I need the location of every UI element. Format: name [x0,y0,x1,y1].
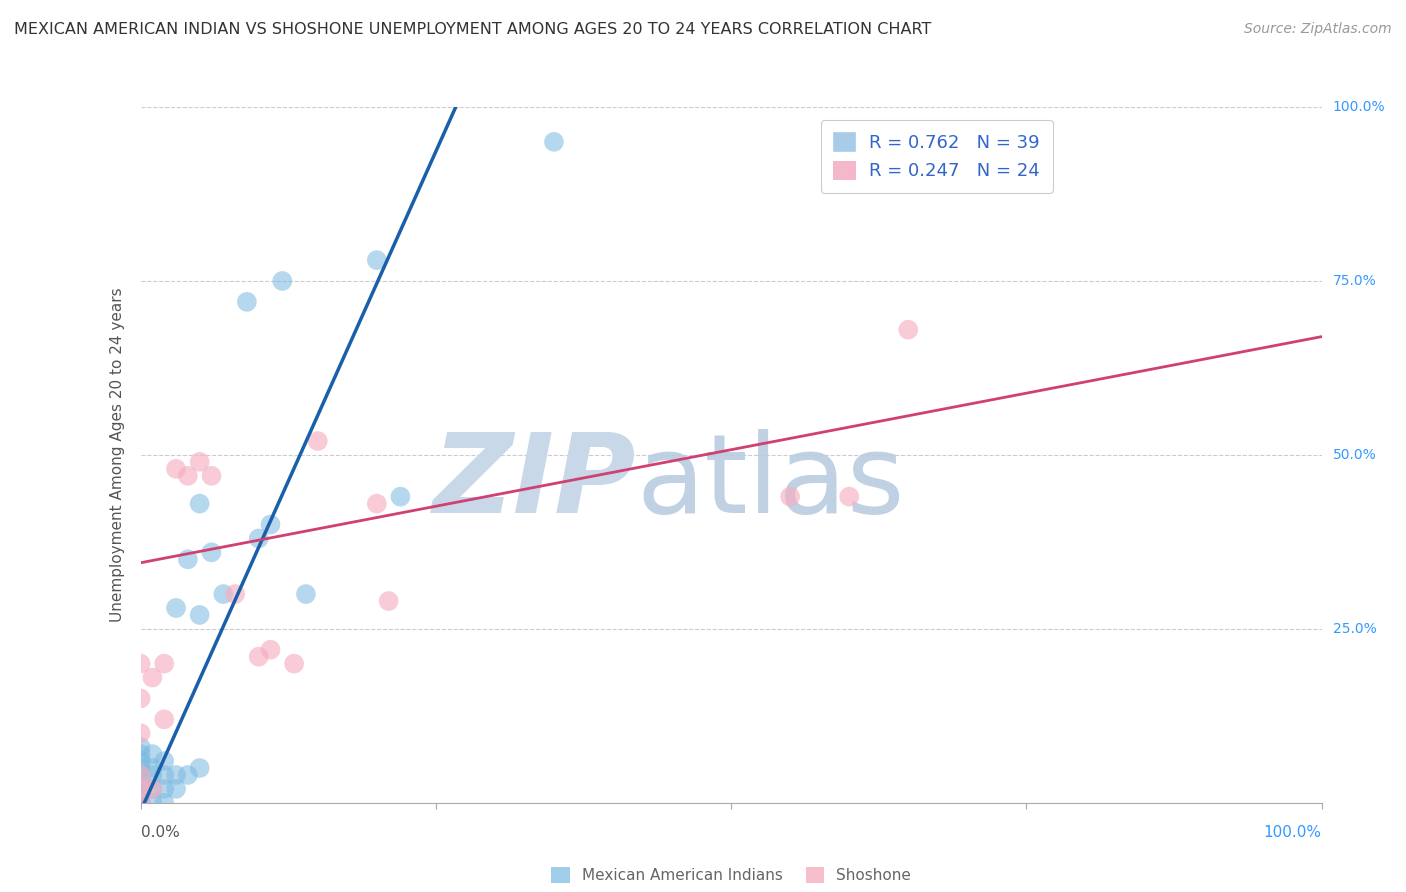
Point [212,587,235,601]
Point [188,761,211,775]
Point [153,657,176,671]
Point [153,781,176,796]
Text: 25.0%: 25.0% [1333,622,1376,636]
Point [129,726,152,740]
Point [838,490,860,504]
Text: MEXICAN AMERICAN INDIAN VS SHOSHONE UNEMPLOYMENT AMONG AGES 20 TO 24 YEARS CORRE: MEXICAN AMERICAN INDIAN VS SHOSHONE UNEM… [14,22,931,37]
Point [259,517,281,532]
Y-axis label: Unemployment Among Ages 20 to 24 years: Unemployment Among Ages 20 to 24 years [110,287,125,623]
Point [177,552,200,566]
Point [188,455,211,469]
Text: 50.0%: 50.0% [1333,448,1376,462]
Point [247,649,270,664]
Point [543,135,565,149]
Point [141,796,163,810]
Point [141,768,163,782]
Point [236,294,259,309]
Point [897,323,920,337]
Point [224,587,246,601]
Legend: Mexican American Indians, Shoshone: Mexican American Indians, Shoshone [546,861,917,889]
Text: ZIP: ZIP [433,429,637,536]
Point [141,671,163,685]
Point [307,434,329,448]
Point [165,781,187,796]
Point [200,545,222,559]
Point [129,747,152,761]
Point [129,768,152,782]
Point [129,796,152,810]
Point [165,462,187,476]
Point [129,796,152,810]
Point [153,796,176,810]
Text: 100.0%: 100.0% [1333,100,1385,114]
Point [389,490,412,504]
Point [177,468,200,483]
Point [141,747,163,761]
Point [153,712,176,726]
Point [259,642,281,657]
Point [129,761,152,775]
Point [129,781,152,796]
Point [129,775,152,789]
Point [129,754,152,768]
Text: 75.0%: 75.0% [1333,274,1376,288]
Point [129,691,152,706]
Point [141,761,163,775]
Point [129,796,152,810]
Point [129,740,152,755]
Point [129,657,152,671]
Point [129,796,152,810]
Point [153,768,176,782]
Point [200,468,222,483]
Point [188,607,211,622]
Point [779,490,801,504]
Point [129,796,152,810]
Text: atlas: atlas [637,429,905,536]
Point [271,274,294,288]
Point [141,781,163,796]
Text: 0.0%: 0.0% [141,825,180,840]
Point [366,253,388,268]
Point [129,789,152,803]
Point [165,768,187,782]
Point [247,532,270,546]
Point [129,768,152,782]
Point [377,594,399,608]
Point [141,781,163,796]
Point [366,497,388,511]
Text: 100.0%: 100.0% [1264,825,1322,840]
Point [177,768,200,782]
Point [165,601,187,615]
Point [283,657,305,671]
Text: Source: ZipAtlas.com: Source: ZipAtlas.com [1244,22,1392,37]
Point [129,781,152,796]
Point [188,497,211,511]
Point [295,587,318,601]
Point [153,754,176,768]
